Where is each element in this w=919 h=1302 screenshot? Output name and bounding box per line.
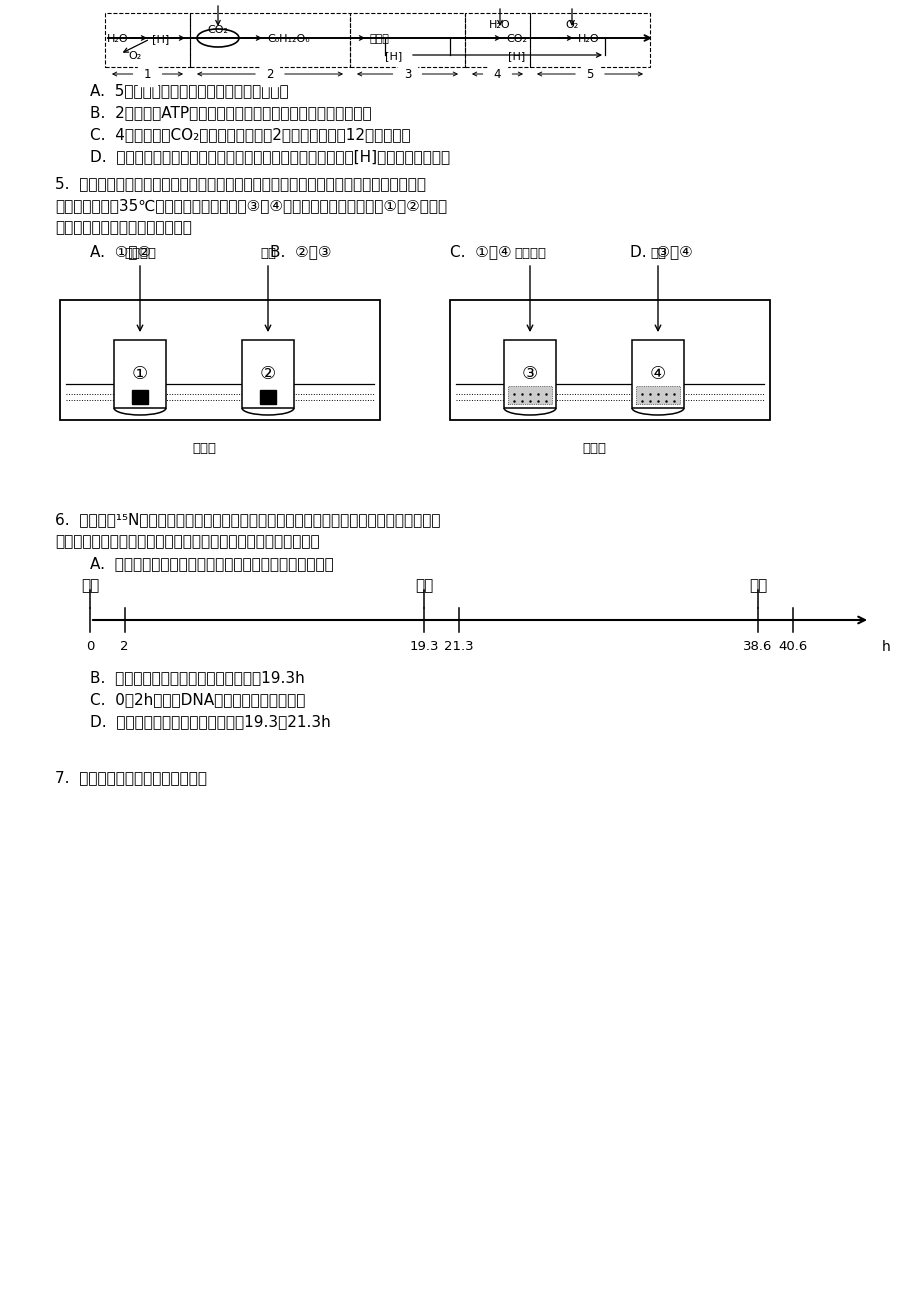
Text: 蛋白液: 蛋白液 — [582, 441, 606, 454]
Text: 何试剂，下列组合能达到目的的是: 何试剂，下列组合能达到目的的是 — [55, 220, 192, 234]
Text: [H]: [H] — [507, 51, 525, 61]
Text: C.  ①和④: C. ①和④ — [449, 243, 511, 259]
Bar — [631, 340, 683, 408]
Text: ③: ③ — [521, 365, 538, 383]
Text: 0: 0 — [85, 641, 94, 654]
Text: [H]: [H] — [384, 51, 402, 61]
Text: 7.  衰老的红细胞具有下列哪些特征: 7. 衰老的红细胞具有下列哪些特征 — [55, 769, 207, 785]
Text: 分裂: 分裂 — [81, 578, 99, 592]
Text: H₂O: H₂O — [577, 34, 599, 44]
Text: A.  5过程为生物生命活动提供所需的能量最多: A. 5过程为生物生命活动提供所需的能量最多 — [90, 83, 289, 98]
Text: 分裂: 分裂 — [748, 578, 766, 592]
Text: 加水: 加水 — [260, 247, 276, 260]
Text: C.  0～2h期间，DNA分子始终处于解旋状态: C. 0～2h期间，DNA分子始终处于解旋状态 — [90, 691, 305, 707]
Text: 38.6: 38.6 — [743, 641, 772, 654]
Text: [H]: [H] — [152, 34, 169, 44]
Text: H₂O: H₂O — [489, 20, 510, 30]
Text: CO₂: CO₂ — [505, 34, 527, 44]
Text: 根尖分生区细胞连续分裂的有关数据，如下图。下列叙述正确的是: 根尖分生区细胞连续分裂的有关数据，如下图。下列叙述正确的是 — [55, 534, 319, 549]
Text: 5: 5 — [585, 68, 593, 81]
Bar — [260, 391, 276, 404]
Bar — [464, 13, 529, 66]
Text: D.  非等位基因的自由组合可发生在19.3～21.3h: D. 非等位基因的自由组合可发生在19.3～21.3h — [90, 713, 331, 729]
Text: H₂O: H₂O — [107, 34, 129, 44]
Text: D.  光合作用与呼吸作用分别在叶绿体和线粒体中进行，产生的[H]都能与氧结合成水: D. 光合作用与呼吸作用分别在叶绿体和线粒体中进行，产生的[H]都能与氧结合成水 — [90, 148, 449, 164]
Bar — [504, 340, 555, 408]
Bar — [60, 299, 380, 421]
Text: B.  2过程需要ATP和多种酶，原核生物能完成图中所有生理过程: B. 2过程需要ATP和多种酶，原核生物能完成图中所有生理过程 — [90, 105, 371, 120]
Text: 加分泌液: 加分泌液 — [124, 247, 156, 260]
Bar — [635, 385, 679, 404]
Text: 蛋白块: 蛋白块 — [192, 441, 216, 454]
Bar — [507, 385, 551, 404]
Text: C₆H₁₂O₆: C₆H₁₂O₆ — [267, 34, 310, 44]
Text: 2: 2 — [266, 68, 274, 81]
Bar — [529, 13, 650, 66]
Text: ②: ② — [260, 365, 276, 383]
Text: h: h — [881, 641, 890, 654]
Bar — [114, 340, 165, 408]
Text: 1: 1 — [143, 68, 151, 81]
Text: 分裂: 分裂 — [414, 578, 433, 592]
Text: CO₂: CO₂ — [208, 25, 228, 35]
Text: ④: ④ — [649, 365, 665, 383]
Text: 2: 2 — [120, 641, 129, 654]
Text: 6.  科学家用¹⁵N的硝酸盐作为标记物浸泡蚕豆幼苗，追踪蚕豆根尖细胞分裂情况，得到蚕豆: 6. 科学家用¹⁵N的硝酸盐作为标记物浸泡蚕豆幼苗，追踪蚕豆根尖细胞分裂情况，得… — [55, 512, 440, 527]
Bar — [242, 340, 294, 408]
Bar — [449, 299, 769, 421]
Text: 丙酮酸: 丙酮酸 — [369, 34, 390, 44]
Text: B.  ②和③: B. ②和③ — [269, 243, 331, 259]
Text: A.  高尔基体、线粒体、叶绿体在细胞分裂过程中活动旺盛: A. 高尔基体、线粒体、叶绿体在细胞分裂过程中活动旺盛 — [90, 556, 334, 572]
Text: A.  ①和②: A. ①和② — [90, 243, 151, 259]
Text: O₂: O₂ — [565, 20, 578, 30]
Text: C.  4过程产生的CO₂进入相邻细胞参与2过程至少要穿过12层磷脂分子: C. 4过程产生的CO₂进入相邻细胞参与2过程至少要穿过12层磷脂分子 — [90, 128, 410, 142]
Text: 加水: 加水 — [650, 247, 665, 260]
Text: 4: 4 — [494, 68, 501, 81]
Bar — [105, 13, 190, 66]
Text: 加分泌液: 加分泌液 — [514, 247, 545, 260]
Bar — [131, 391, 148, 404]
Text: ①: ① — [131, 365, 148, 383]
Text: 如下图所示。经35℃水浴保温一段时间后，③、④中加入适量双缩脺试剂，①、②不加任: 如下图所示。经35℃水浴保温一段时间后，③、④中加入适量双缩脺试剂，①、②不加任 — [55, 198, 447, 214]
Text: 19.3: 19.3 — [409, 641, 438, 654]
Text: B.  蚕豆根尖细胞分裂的一个细胞周期为19.3h: B. 蚕豆根尖细胞分裂的一个细胞周期为19.3h — [90, 671, 304, 685]
Text: O₂: O₂ — [128, 51, 142, 61]
Text: 21.3: 21.3 — [443, 641, 473, 654]
Text: D.  ③和④: D. ③和④ — [630, 243, 692, 259]
Bar — [349, 13, 464, 66]
Text: 3: 3 — [403, 68, 411, 81]
Text: 5.  猎笼草是一种食虫植物，为了验证猎笼草分泌液中有蛋白酶，某学生设计了两组实验，: 5. 猎笼草是一种食虫植物，为了验证猎笼草分泌液中有蛋白酶，某学生设计了两组实验… — [55, 176, 425, 191]
Bar — [190, 13, 349, 66]
Text: 40.6: 40.6 — [777, 641, 806, 654]
